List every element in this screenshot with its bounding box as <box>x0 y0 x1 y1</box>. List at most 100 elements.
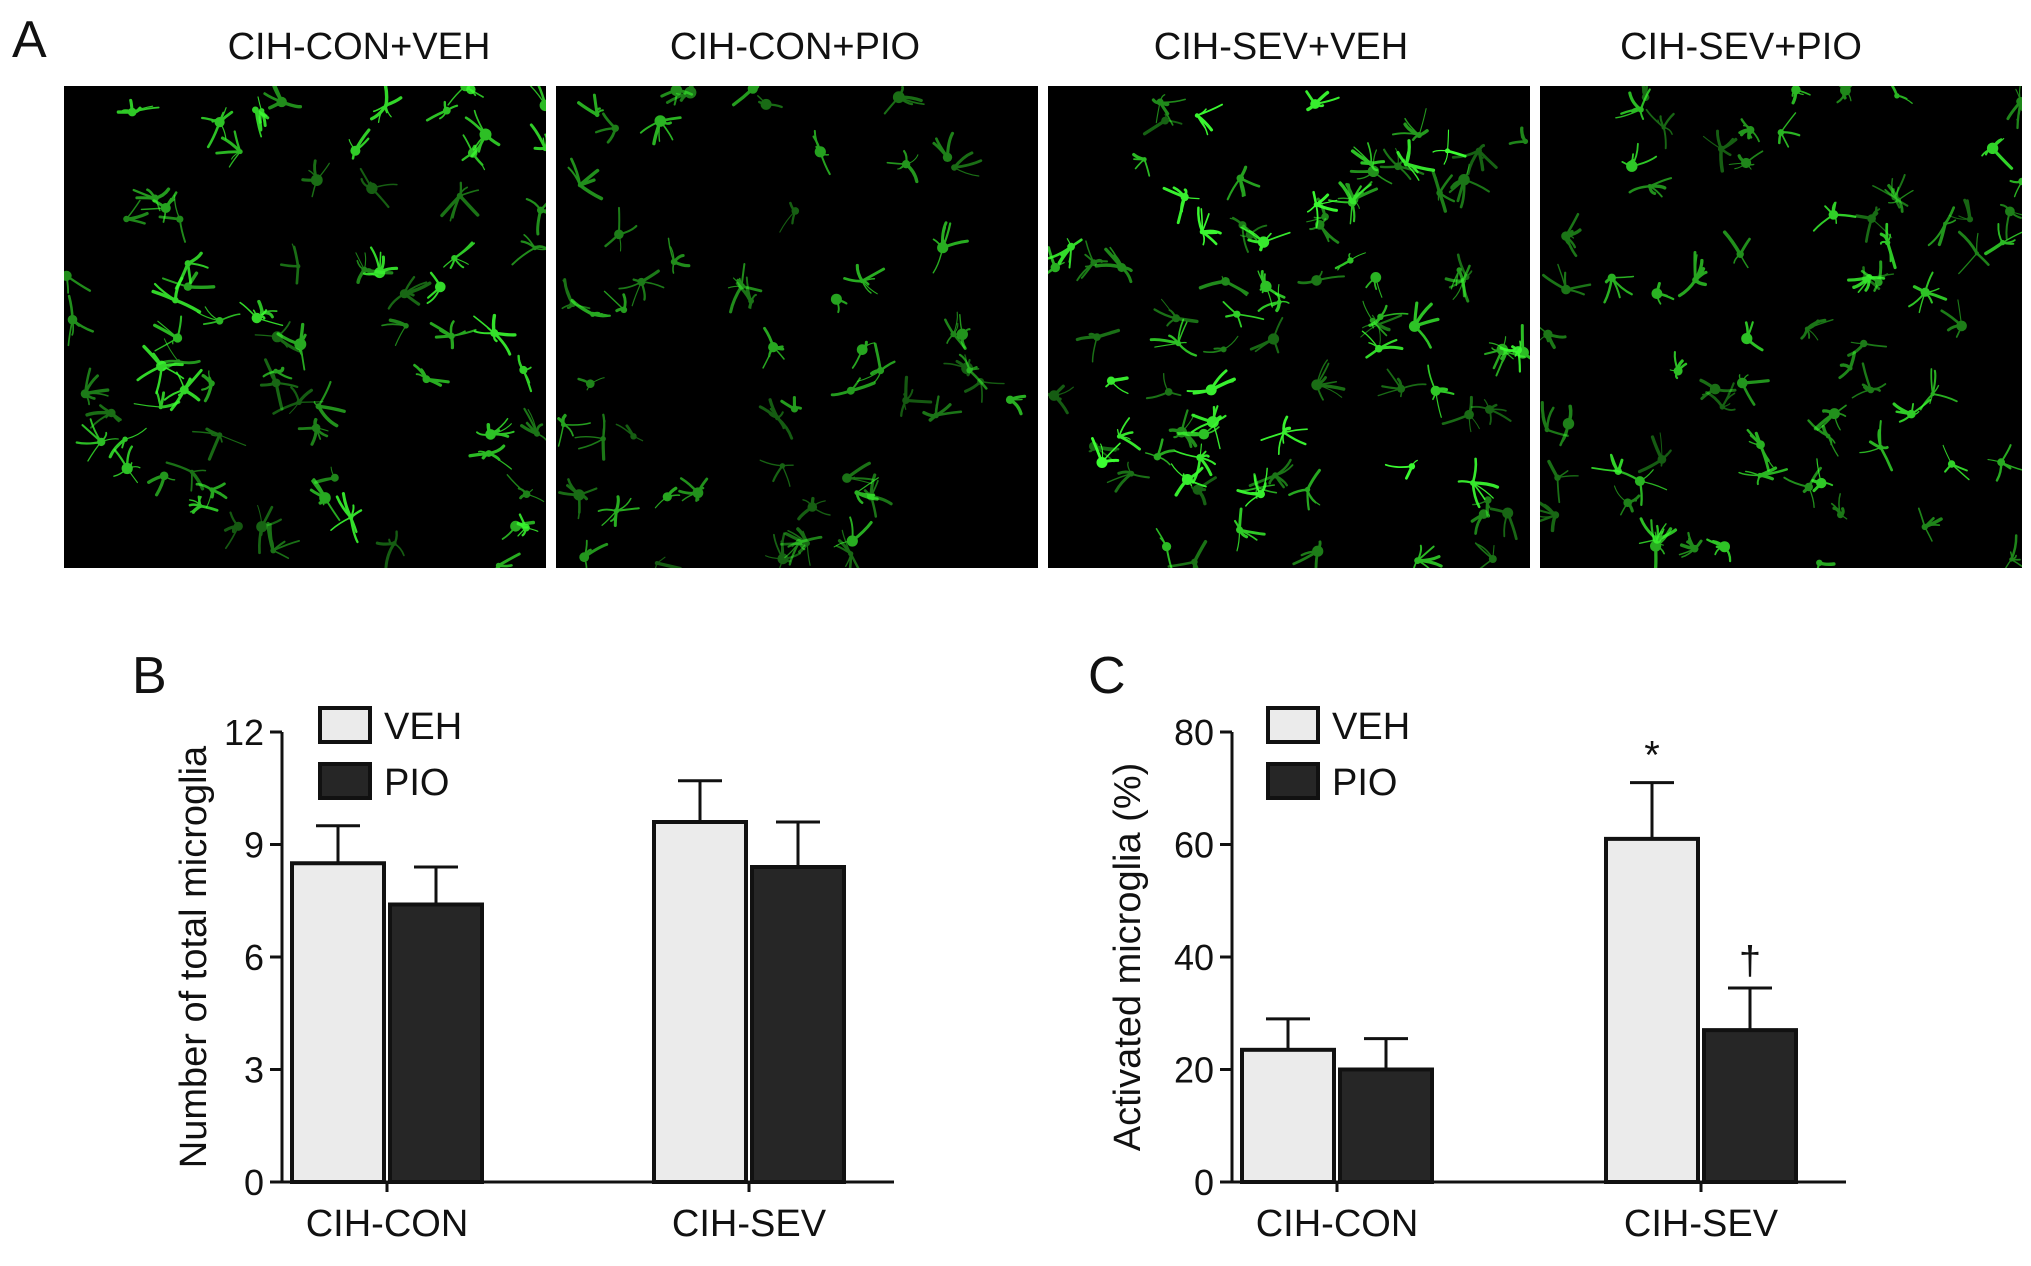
microglia-cell <box>1226 165 1261 201</box>
microglia-cell <box>476 417 515 440</box>
microglia-cell <box>64 270 92 294</box>
microglia-cell <box>958 353 988 390</box>
microglia-cell <box>1862 266 1895 290</box>
microglia-cell <box>1106 461 1150 493</box>
bar-b-veh-cih-con <box>290 861 386 1184</box>
microglia-cell <box>195 482 228 509</box>
microglia-cell <box>279 243 301 285</box>
microglia-cell <box>330 491 363 544</box>
microglia-cell <box>1427 364 1455 418</box>
x-tick-label-b: CIH-SEV <box>672 1203 827 1245</box>
microglia-cell <box>1615 88 1651 120</box>
microglia-cell <box>1741 321 1764 352</box>
microglia-cell <box>765 532 802 568</box>
microglia-cell <box>1540 401 1569 437</box>
microglia-cell <box>1746 428 1774 472</box>
microglia-cell <box>1957 230 1990 275</box>
microglia-cell <box>830 293 848 314</box>
microglia-cell <box>759 459 794 487</box>
microglia-cell <box>1368 304 1409 327</box>
microglia-cell <box>757 95 783 110</box>
microglia-cell <box>1830 493 1848 520</box>
microglia-cell <box>1892 398 1932 423</box>
microglia-cell <box>1699 378 1737 401</box>
microglia-cell <box>833 516 873 548</box>
microglia-cell <box>1847 339 1888 357</box>
microglia-cell <box>362 246 399 279</box>
microglia-cell <box>1239 473 1278 499</box>
microglia-cell <box>1408 301 1440 349</box>
microglia-cell <box>579 539 609 568</box>
micrograph-cih-con-pio <box>556 86 1038 568</box>
microglia-cell <box>495 552 521 568</box>
microglia-cell <box>1091 437 1121 468</box>
microglia-cell <box>256 505 282 555</box>
microglia-cell <box>1677 251 1708 298</box>
microglia-cell <box>900 375 933 417</box>
microglia-cell <box>215 130 243 168</box>
microglia-cell <box>1621 142 1658 172</box>
microglia-cell <box>1669 351 1688 380</box>
microglia-cell <box>314 466 339 484</box>
micrograph-title-4: CIH-SEV+PIO <box>1620 26 1862 68</box>
microglia-cell <box>731 86 760 107</box>
microglia-cell <box>678 477 709 502</box>
microglia-cell <box>1908 271 1948 314</box>
y-tick-label-c: 40 <box>1174 937 1214 978</box>
microglia-cell <box>639 115 682 146</box>
microglia-cell <box>1728 150 1764 170</box>
microglia-cell <box>1297 270 1345 286</box>
microglia-cell <box>1645 108 1675 150</box>
microglia-cell <box>1722 230 1751 269</box>
microglia-cell <box>1360 314 1403 345</box>
micrograph-title-3: CIH-SEV+VEH <box>1153 26 1409 68</box>
microglia-cell <box>762 326 785 369</box>
microglia-cell <box>964 378 1005 403</box>
microglia-cell <box>603 290 628 314</box>
microglia-cell <box>1737 374 1770 406</box>
microglia-cell <box>1777 112 1801 148</box>
microglia-cell <box>429 320 477 350</box>
microglia-cell <box>1116 417 1141 451</box>
y-tick-label-c: 80 <box>1174 712 1214 753</box>
microglia-cell <box>780 396 802 413</box>
microglia-cell <box>375 530 405 568</box>
microglia-cell <box>854 477 879 504</box>
microglia-cell <box>1917 507 1943 542</box>
microglia-cell <box>1311 359 1346 401</box>
microglia-cell <box>1105 376 1129 395</box>
microglia-cell <box>1448 163 1490 209</box>
legend-label-c-veh: VEH <box>1332 706 1410 748</box>
microglia-cell <box>381 318 409 346</box>
microglia-cell <box>266 521 300 559</box>
y-tick-label-b: 6 <box>244 937 264 978</box>
microglia-cell <box>2009 177 2022 198</box>
micrograph-cih-sev-veh <box>1048 86 1530 568</box>
microglia-cell <box>1167 540 1208 568</box>
microglia-cell <box>779 527 811 566</box>
microglia-cell <box>1613 485 1641 516</box>
microglia-cell <box>932 221 969 274</box>
microglia-cell <box>1940 299 1967 338</box>
legend-swatch-c-pio <box>1266 762 1320 800</box>
microglia-cell <box>1094 246 1133 284</box>
x-tick-label-b: CIH-CON <box>306 1203 469 1245</box>
y-tick-label-b: 3 <box>244 1050 264 1091</box>
microglia-cell <box>1441 395 1480 433</box>
microglia-cell <box>1365 272 1383 298</box>
microglia-cell <box>151 276 202 314</box>
microglia-cell <box>851 340 876 369</box>
microglia-cell <box>1431 170 1456 213</box>
microglia-cell <box>520 407 546 441</box>
microglia-cell <box>1855 206 1893 243</box>
microglia-cell <box>196 306 241 325</box>
microglia-cell <box>1706 538 1732 563</box>
microglia-cell <box>557 413 591 447</box>
microglia-cell <box>1288 468 1321 511</box>
microglia-cell <box>943 354 973 377</box>
microglia-cell <box>667 237 691 274</box>
microglia-cell <box>1306 190 1338 229</box>
microglia-cell <box>1162 186 1200 225</box>
y-tick-label-c: 60 <box>1174 825 1214 866</box>
microglia-cell <box>1847 274 1886 293</box>
